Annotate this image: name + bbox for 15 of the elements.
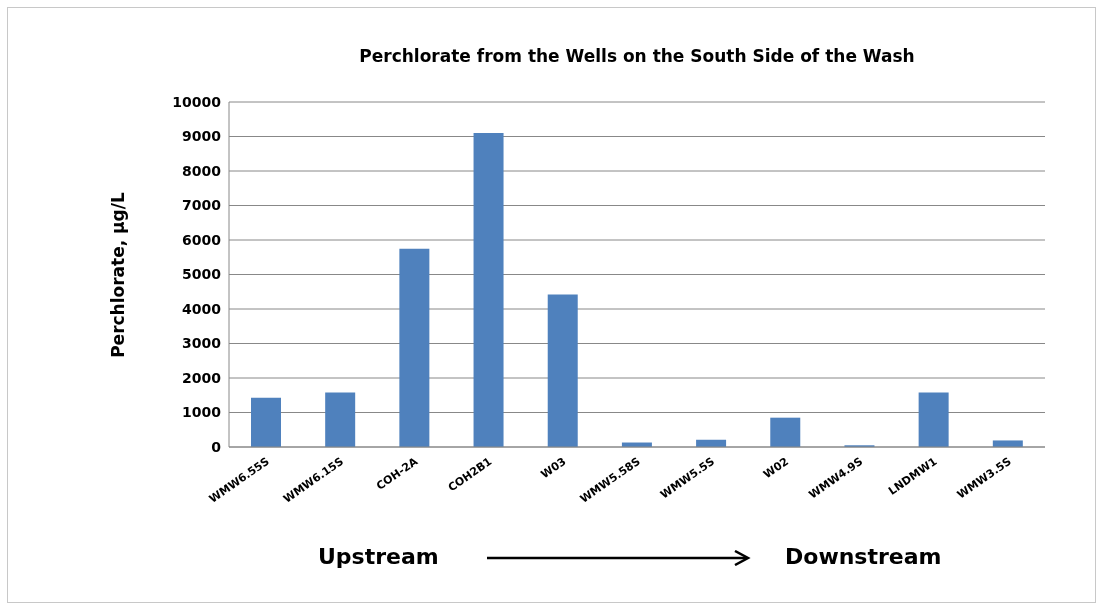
y-tick-label: 3000 <box>182 335 222 352</box>
y-tick-label: 5000 <box>182 266 222 283</box>
y-tick-label: 2000 <box>182 369 222 386</box>
chart-title: Perchlorate from the Wells on the South Side of the Wash <box>358 46 916 66</box>
text: Upstream <box>318 544 439 569</box>
y-tick-label: 1000 <box>182 404 222 421</box>
y-tick-label: 7000 <box>182 197 222 214</box>
y-tick-label: 0 <box>211 438 222 455</box>
text: Downstream <box>785 544 942 569</box>
y-tick-label: 9000 <box>182 128 222 145</box>
y-tick-label: 8000 <box>182 162 222 179</box>
y-axis-title: Perchlorate, µg/L <box>108 192 128 358</box>
y-tick-label: 10000 <box>172 93 222 110</box>
y-tick-label: 4000 <box>182 300 222 317</box>
y-tick-label: 6000 <box>182 231 222 248</box>
